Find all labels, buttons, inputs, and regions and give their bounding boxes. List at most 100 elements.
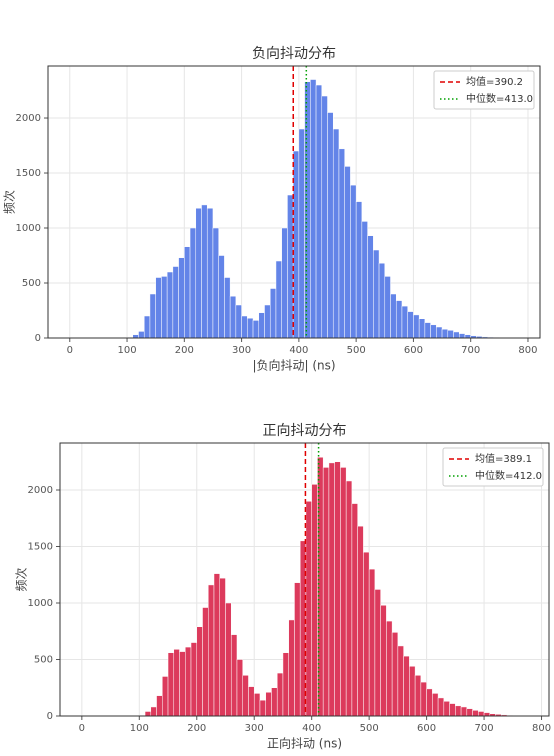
y-axis-label: 频次	[15, 567, 29, 591]
bar	[305, 501, 312, 717]
bar	[195, 207, 202, 339]
y-tick-label: 1500	[28, 542, 53, 553]
x-tick-label: 700	[461, 345, 480, 356]
x-tick-label: 500	[347, 345, 366, 356]
x-tick-label: 100	[117, 345, 136, 356]
chart-title: 负向抖动分布	[252, 46, 336, 62]
bar	[355, 201, 363, 339]
bar	[269, 288, 277, 339]
bar	[162, 676, 169, 717]
bar	[460, 706, 468, 717]
bar	[213, 573, 220, 717]
legend-label: 均值=389.1	[475, 452, 532, 465]
bar	[344, 166, 351, 339]
bar	[206, 207, 214, 339]
x-tick-label: 300	[232, 345, 251, 356]
bar	[441, 328, 449, 339]
bar	[156, 695, 163, 717]
bar	[252, 320, 260, 339]
bar	[363, 551, 370, 717]
bar	[208, 584, 215, 717]
bar	[294, 582, 301, 717]
bar	[472, 710, 479, 717]
bar	[236, 659, 243, 717]
bar	[332, 128, 340, 339]
bar	[150, 706, 157, 717]
bar	[338, 148, 345, 339]
plot-frame	[47, 65, 541, 339]
bar	[287, 194, 294, 339]
bar	[310, 79, 317, 339]
bar	[321, 95, 328, 339]
legend-label: 中位数=413.0	[466, 92, 533, 105]
bar	[161, 276, 168, 339]
bar	[248, 686, 255, 717]
x-tick-label: 200	[187, 723, 206, 734]
bar	[288, 619, 295, 717]
y-tick-label: 500	[34, 655, 53, 666]
bar	[384, 276, 391, 339]
x-axis-label: 正向抖动 (ns)	[267, 736, 342, 751]
bar	[328, 462, 335, 717]
bar	[235, 304, 242, 339]
bar	[144, 711, 152, 717]
bar	[374, 589, 381, 717]
bar	[265, 692, 272, 717]
bar	[281, 227, 288, 339]
bar	[397, 645, 404, 717]
bar	[282, 652, 289, 717]
bar	[403, 655, 410, 717]
legend-box	[433, 70, 535, 110]
bar	[357, 525, 364, 717]
bar	[345, 480, 353, 717]
bar	[298, 128, 305, 339]
bar	[327, 112, 334, 339]
bar	[172, 266, 179, 339]
bar	[367, 235, 374, 339]
bar	[219, 577, 226, 717]
bar	[420, 681, 427, 717]
bar	[202, 607, 209, 717]
bar	[447, 330, 454, 339]
x-tick-label: 300	[245, 723, 264, 734]
y-tick-label: 2000	[28, 485, 53, 496]
bar	[167, 652, 175, 717]
y-tick-label: 2000	[16, 113, 41, 124]
x-tick-label: 200	[175, 345, 194, 356]
bar	[315, 84, 323, 339]
bar	[264, 304, 271, 339]
bar	[276, 672, 284, 717]
bar	[247, 317, 254, 339]
legend-label: 均值=390.2	[466, 75, 523, 88]
bar	[258, 312, 265, 339]
bar	[185, 646, 192, 717]
x-tick-label: 400	[289, 345, 308, 356]
bar	[143, 315, 151, 339]
bar	[184, 246, 191, 339]
y-tick-label: 0	[35, 333, 41, 344]
bar	[414, 675, 422, 717]
bar	[189, 227, 197, 339]
bar	[466, 708, 473, 717]
bar	[229, 295, 237, 339]
bar	[380, 605, 387, 717]
bar	[483, 712, 491, 717]
bar	[432, 693, 439, 717]
bar	[401, 305, 408, 339]
bar	[413, 314, 420, 339]
bar	[395, 300, 403, 339]
bar	[149, 293, 156, 339]
x-tick-label: 700	[475, 723, 494, 734]
bar	[179, 651, 186, 717]
bar	[409, 666, 416, 717]
bar	[218, 255, 225, 339]
x-axis-label: |负向抖动| (ns)	[252, 358, 335, 373]
bar	[373, 249, 380, 339]
bar	[275, 260, 282, 339]
y-tick-label: 1000	[16, 223, 41, 234]
plot-frame	[59, 442, 550, 717]
x-tick-label: 0	[67, 345, 73, 356]
bar	[426, 688, 433, 717]
y-tick-label: 1500	[16, 168, 41, 179]
bar	[458, 333, 466, 339]
